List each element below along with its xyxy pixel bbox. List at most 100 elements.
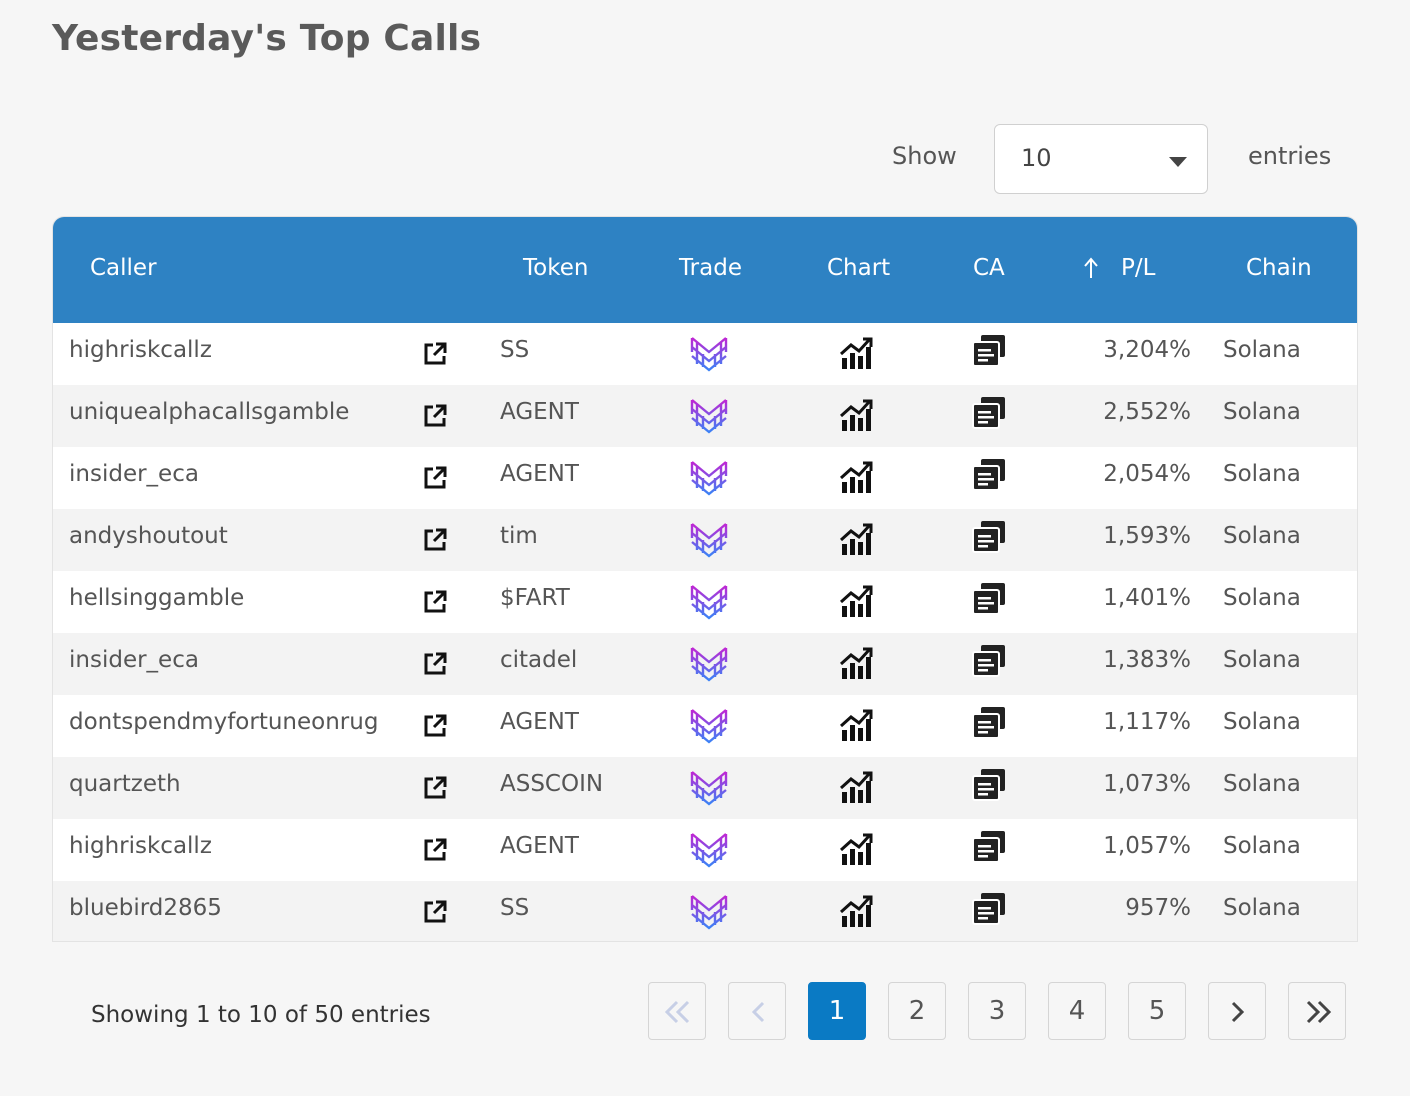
page-button-5[interactable]: 5 — [1128, 982, 1186, 1040]
trade-platform-logo-icon[interactable] — [689, 768, 729, 806]
trade-platform-logo-icon[interactable] — [689, 396, 729, 434]
token-symbol: AGENT — [500, 833, 579, 859]
copy-icon[interactable] — [971, 767, 1007, 801]
token-symbol: SS — [500, 895, 530, 921]
chart-icon[interactable] — [839, 646, 873, 680]
external-link-icon[interactable] — [421, 774, 449, 802]
external-link-icon[interactable] — [421, 526, 449, 554]
trade-platform-logo-icon[interactable] — [689, 706, 729, 744]
header-caller[interactable]: Caller — [90, 255, 157, 281]
chart-icon[interactable] — [839, 336, 873, 370]
caller-name: quartzeth — [69, 771, 181, 797]
chart-icon[interactable] — [839, 398, 873, 432]
caller-name: dontspendmyfortuneonrug — [69, 709, 379, 735]
copy-icon[interactable] — [971, 457, 1007, 491]
caret-down-icon — [1169, 157, 1187, 167]
chart-icon[interactable] — [839, 708, 873, 742]
entries-per-page-select[interactable]: 10 — [994, 124, 1208, 194]
show-label: Show — [892, 142, 957, 170]
entries-per-page-value: 10 — [1021, 144, 1052, 172]
first-page-button[interactable] — [648, 982, 706, 1040]
page-button-3[interactable]: 3 — [968, 982, 1026, 1040]
profit-loss-value: 1,383% — [1103, 647, 1191, 673]
table-header: Caller Token Trade Chart CA P/L Chain — [53, 217, 1357, 323]
external-link-icon[interactable] — [421, 712, 449, 740]
chain-name: Solana — [1223, 523, 1301, 549]
caller-name: insider_eca — [69, 461, 199, 487]
external-link-icon[interactable] — [421, 650, 449, 678]
copy-icon[interactable] — [971, 643, 1007, 677]
caller-name: uniquealphacallsgamble — [69, 399, 350, 425]
page-button-4[interactable]: 4 — [1048, 982, 1106, 1040]
header-token[interactable]: Token — [523, 255, 589, 281]
profit-loss-value: 1,073% — [1103, 771, 1191, 797]
table-row: insider_eca citadel 1,383% Solana — [53, 633, 1357, 695]
token-symbol: AGENT — [500, 461, 579, 487]
table-row: quartzeth ASSCOIN 1,073% Solana — [53, 757, 1357, 819]
copy-icon[interactable] — [971, 829, 1007, 863]
trade-platform-logo-icon[interactable] — [689, 892, 729, 930]
copy-icon[interactable] — [971, 333, 1007, 367]
external-link-icon[interactable] — [421, 402, 449, 430]
chain-name: Solana — [1223, 585, 1301, 611]
chart-icon[interactable] — [839, 832, 873, 866]
table-info: Showing 1 to 10 of 50 entries — [91, 1002, 431, 1028]
previous-page-button[interactable] — [728, 982, 786, 1040]
chevron-right-icon — [1231, 1001, 1245, 1023]
length-menu: Show 10 entries — [0, 124, 1410, 196]
chart-icon[interactable] — [839, 522, 873, 556]
trade-platform-logo-icon[interactable] — [689, 644, 729, 682]
profit-loss-value: 1,117% — [1103, 709, 1191, 735]
entries-label: entries — [1248, 142, 1332, 170]
table-row: bluebird2865 SS 957% Solana — [53, 881, 1357, 941]
trade-platform-logo-icon[interactable] — [689, 582, 729, 620]
next-page-button[interactable] — [1208, 982, 1266, 1040]
external-link-icon[interactable] — [421, 898, 449, 926]
copy-icon[interactable] — [971, 395, 1007, 429]
chain-name: Solana — [1223, 337, 1301, 363]
header-trade[interactable]: Trade — [679, 255, 742, 281]
profit-loss-value: 2,054% — [1103, 461, 1191, 487]
copy-icon[interactable] — [971, 705, 1007, 739]
trade-platform-logo-icon[interactable] — [689, 334, 729, 372]
profit-loss-value: 1,057% — [1103, 833, 1191, 859]
caller-name: insider_eca — [69, 647, 199, 673]
profit-loss-value: 957% — [1125, 895, 1191, 921]
double-chevron-right-icon — [1306, 1000, 1332, 1024]
token-symbol: AGENT — [500, 399, 579, 425]
table-row: highriskcallz AGENT 1,057% Solana — [53, 819, 1357, 881]
chart-icon[interactable] — [839, 584, 873, 618]
trade-platform-logo-icon[interactable] — [689, 458, 729, 496]
last-page-button[interactable] — [1288, 982, 1346, 1040]
external-link-icon[interactable] — [421, 836, 449, 864]
page-button-1[interactable]: 1 — [808, 982, 866, 1040]
external-link-icon[interactable] — [421, 588, 449, 616]
external-link-icon[interactable] — [421, 340, 449, 368]
copy-icon[interactable] — [971, 891, 1007, 925]
table-row: highriskcallz SS 3,204% Solana — [53, 323, 1357, 385]
token-symbol: AGENT — [500, 709, 579, 735]
chain-name: Solana — [1223, 709, 1301, 735]
chain-name: Solana — [1223, 833, 1301, 859]
header-chain[interactable]: Chain — [1246, 255, 1312, 281]
table-row: hellsinggamble $FART 1,401% Solana — [53, 571, 1357, 633]
external-link-icon[interactable] — [421, 464, 449, 492]
page-button-2[interactable]: 2 — [888, 982, 946, 1040]
copy-icon[interactable] — [971, 581, 1007, 615]
header-ca[interactable]: CA — [973, 255, 1005, 281]
copy-icon[interactable] — [971, 519, 1007, 553]
caller-name: highriskcallz — [69, 833, 212, 859]
chart-icon[interactable] — [839, 460, 873, 494]
trade-platform-logo-icon[interactable] — [689, 520, 729, 558]
profit-loss-value: 1,401% — [1103, 585, 1191, 611]
table-row: dontspendmyfortuneonrug AGENT 1,117% Solana — [53, 695, 1357, 757]
trade-platform-logo-icon[interactable] — [689, 830, 729, 868]
header-pl[interactable]: P/L — [1121, 255, 1156, 281]
caller-name: hellsinggamble — [69, 585, 245, 611]
chevron-left-icon — [751, 1001, 765, 1023]
chart-icon[interactable] — [839, 770, 873, 804]
header-chart[interactable]: Chart — [827, 255, 891, 281]
chain-name: Solana — [1223, 771, 1301, 797]
chain-name: Solana — [1223, 461, 1301, 487]
chart-icon[interactable] — [839, 894, 873, 928]
